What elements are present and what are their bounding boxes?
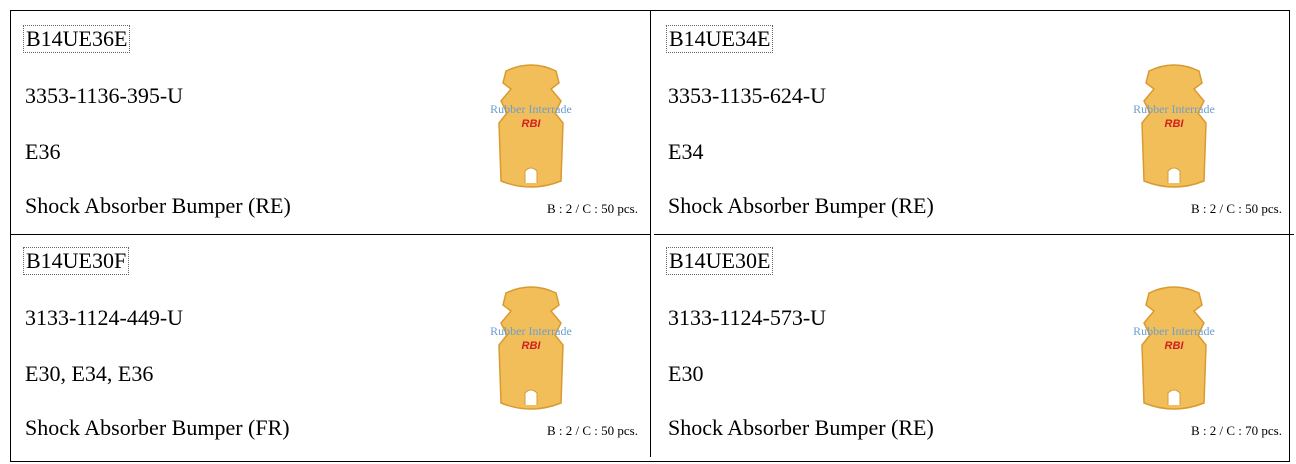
description: Shock Absorber Bumper (FR) — [25, 415, 290, 440]
product-code: B14UE30F — [23, 247, 130, 275]
product-image: Rubber Interrade RBI — [1133, 286, 1215, 410]
slot — [1167, 389, 1181, 405]
description: Shock Absorber Bumper (RE) — [668, 415, 934, 440]
watermark: Rubber Interrade — [490, 324, 572, 338]
bumper — [1141, 64, 1207, 188]
catalog-table: B14UE36E 3353-1136-395-U E36 Shock Absorber… — [10, 10, 1294, 462]
model: E36 — [25, 139, 61, 164]
model: E34 — [668, 139, 704, 164]
part-number: 3353-1136-395-U — [25, 83, 184, 108]
watermark: Rubber Interrade — [490, 102, 572, 116]
description: Shock Absorber Bumper (RE) — [25, 193, 291, 218]
logo: RBI — [1165, 118, 1185, 130]
bumper — [498, 64, 564, 188]
bumper — [498, 286, 564, 410]
table-cell: B14UE34E 3353-1135-624-U E34 Shock Absorber… — [654, 11, 1294, 235]
slot — [1167, 167, 1181, 183]
table-cell: B14UE36E 3353-1136-395-U E36 Shock Absorber… — [11, 11, 651, 235]
table-cell: B14UE30F 3133-1124-449-U E30, E34, E36 Shoc… — [11, 233, 651, 457]
description: Shock Absorber Bumper (RE) — [668, 193, 934, 218]
logo: RBI — [1165, 340, 1185, 352]
part-number: 3133-1124-573-U — [668, 305, 827, 330]
product-image: Rubber Interrade RBI — [1133, 64, 1215, 188]
slot — [524, 389, 538, 405]
table-cell: B14UE30E 3133-1124-573-U E30 Shock Absorber… — [654, 233, 1294, 457]
model: E30, E34, E36 — [25, 361, 154, 386]
product-code: B14UE34E — [666, 25, 774, 53]
packing: B : 2 / C : 50 pcs. — [546, 201, 638, 216]
product-image: Rubber Interrade RBI — [490, 286, 572, 410]
bumper — [1141, 286, 1207, 410]
packing: B : 2 / C : 50 pcs. — [1190, 201, 1282, 216]
packing: B : 2 / C : 50 pcs. — [546, 423, 638, 438]
part-number: 3133-1124-449-U — [25, 305, 184, 330]
slot — [524, 167, 538, 183]
packing: B : 2 / C : 70 pcs. — [1190, 423, 1282, 438]
logo: RBI — [522, 340, 542, 352]
watermark: Rubber Interrade — [1133, 102, 1215, 116]
logo: RBI — [522, 118, 542, 130]
product-code: B14UE36E — [23, 25, 131, 53]
part-number: 3353-1135-624-U — [668, 83, 827, 108]
product-code: B14UE30E — [666, 247, 774, 275]
watermark: Rubber Interrade — [1133, 324, 1215, 338]
model: E30 — [668, 361, 704, 386]
product-image: Rubber Interrade RBI — [490, 64, 572, 188]
